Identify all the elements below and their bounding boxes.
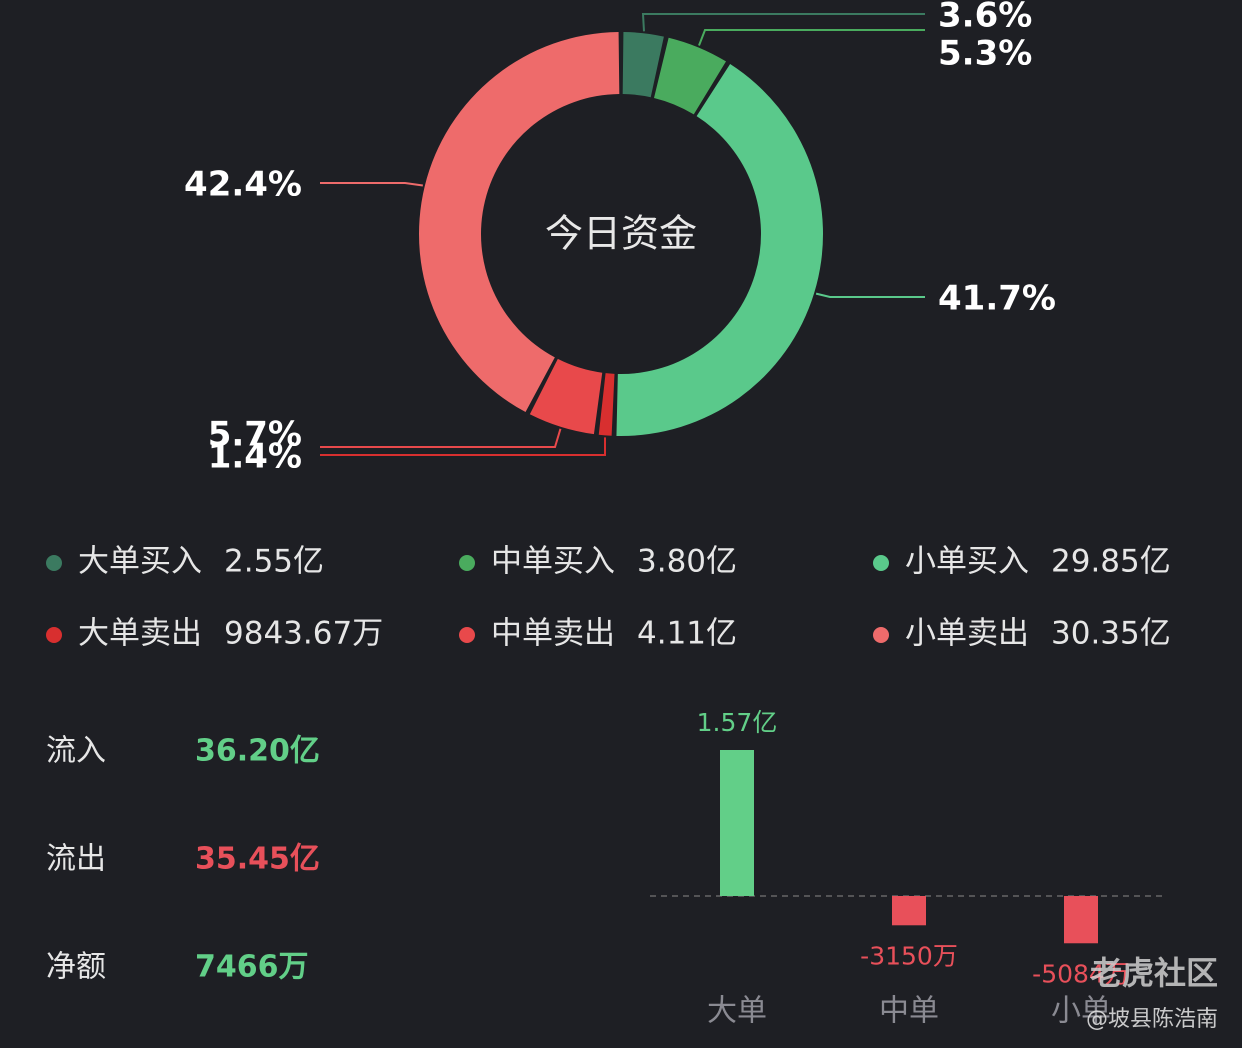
donut-segment bbox=[654, 37, 727, 115]
summary-value: 35.45亿 bbox=[195, 842, 320, 877]
legend-dot bbox=[459, 555, 475, 571]
donut-value-label: 5.7% bbox=[208, 415, 302, 455]
donut-value-label: 5.3% bbox=[938, 34, 1032, 74]
legend-dot bbox=[46, 555, 62, 571]
watermark-author: @坡县陈浩南 bbox=[1086, 1007, 1218, 1032]
donut-value-label: 3.6% bbox=[938, 0, 1032, 36]
legend-amount: 3.80亿 bbox=[637, 544, 737, 580]
summary-label: 流入 bbox=[46, 734, 106, 769]
donut-segment bbox=[622, 32, 664, 98]
summary-label: 流出 bbox=[46, 842, 106, 877]
bar bbox=[892, 896, 926, 926]
donut-value-label: 1.4% bbox=[208, 437, 302, 477]
leader-line bbox=[641, 13, 925, 32]
donut-value-label: 41.7% bbox=[938, 279, 1056, 319]
bar-value-label: -3150万 bbox=[860, 941, 958, 970]
legend-amount: 29.85亿 bbox=[1051, 544, 1171, 580]
leader-line bbox=[320, 428, 562, 448]
summary-value: 36.20亿 bbox=[195, 734, 320, 769]
legend-dot bbox=[46, 627, 62, 643]
summary-label: 净额 bbox=[46, 950, 106, 985]
bar-value-label: -5084万 bbox=[1032, 959, 1130, 988]
legend-name: 中单买入 bbox=[491, 544, 615, 580]
leader-line bbox=[320, 182, 423, 187]
legend-name: 中单卖出 bbox=[491, 616, 615, 652]
legend-amount: 30.35亿 bbox=[1051, 616, 1171, 652]
legend-name: 大单卖出 bbox=[78, 616, 202, 652]
leader-line bbox=[698, 29, 925, 46]
donut-segment bbox=[616, 64, 823, 436]
legend-dot bbox=[873, 555, 889, 571]
legend-dot bbox=[459, 627, 475, 643]
legend-amount: 4.11亿 bbox=[637, 616, 737, 652]
donut-segment bbox=[419, 32, 620, 413]
legend-name: 小单买入 bbox=[905, 544, 1029, 580]
bar-category-label: 大单 bbox=[707, 994, 767, 1029]
legend-amount: 9843.67万 bbox=[224, 616, 383, 652]
summary-value: 7466万 bbox=[195, 950, 309, 985]
leader-line bbox=[320, 437, 607, 456]
donut-center-label: 今日资金 bbox=[545, 212, 697, 256]
bar-category-label: 中单 bbox=[879, 994, 939, 1029]
bar-category-label: 小单 bbox=[1051, 994, 1111, 1029]
legend-name: 大单买入 bbox=[78, 544, 202, 580]
donut-segment bbox=[598, 373, 615, 436]
bar bbox=[720, 750, 754, 896]
donut-segment bbox=[529, 358, 603, 435]
bar bbox=[1064, 896, 1098, 944]
legend-name: 小单卖出 bbox=[905, 616, 1029, 652]
donut-value-label: 42.4% bbox=[184, 165, 302, 205]
legend-dot bbox=[873, 627, 889, 643]
watermark-brand: 老虎社区 bbox=[1090, 954, 1218, 992]
leader-line bbox=[815, 292, 925, 298]
bar-value-label: 1.57亿 bbox=[697, 708, 778, 737]
legend-amount: 2.55亿 bbox=[224, 544, 324, 580]
